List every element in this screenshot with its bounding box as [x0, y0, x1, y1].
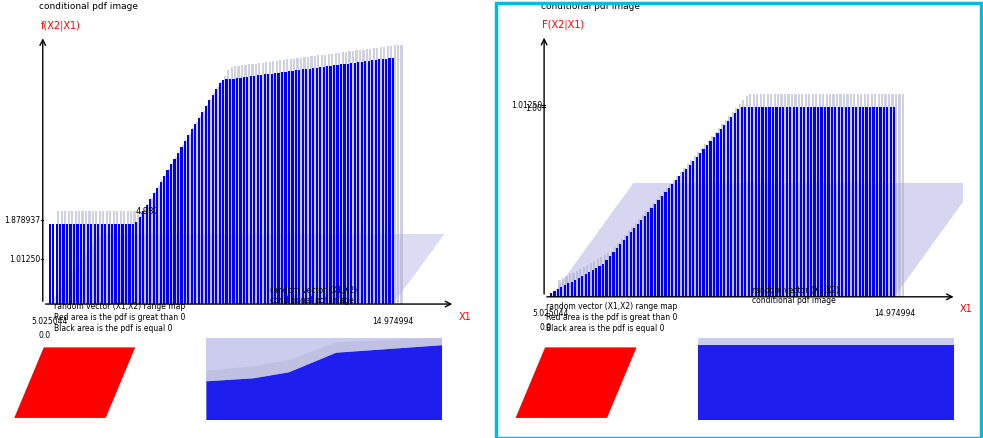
Bar	[600, 258, 603, 297]
Bar	[356, 51, 358, 304]
Bar	[113, 211, 115, 304]
Bar	[361, 63, 363, 304]
Bar	[606, 260, 607, 297]
Bar	[726, 121, 729, 297]
Bar	[129, 224, 131, 304]
Bar	[798, 95, 800, 297]
Bar	[681, 173, 684, 297]
Bar	[302, 70, 304, 304]
Bar	[227, 71, 229, 304]
Text: 0.0: 0.0	[38, 331, 50, 339]
Polygon shape	[551, 184, 977, 297]
Bar	[687, 164, 689, 297]
Bar	[846, 95, 848, 297]
Bar	[819, 95, 821, 297]
Bar	[637, 225, 639, 297]
Bar	[102, 211, 104, 304]
Bar	[385, 60, 387, 304]
Bar	[186, 140, 188, 304]
Bar	[692, 161, 694, 297]
Bar	[348, 52, 351, 304]
Bar	[68, 211, 70, 304]
Bar	[742, 101, 744, 297]
Bar	[152, 194, 154, 304]
Bar	[857, 95, 859, 297]
Bar	[400, 46, 403, 304]
Bar	[737, 110, 739, 297]
Bar	[286, 60, 288, 304]
Bar	[311, 57, 313, 304]
Bar	[815, 95, 817, 297]
Bar	[831, 108, 833, 297]
Text: random vector (X1,X2)
conditional pdf image: random vector (X1,X2) conditional pdf im…	[39, 0, 143, 11]
Bar	[740, 108, 743, 297]
Bar	[159, 182, 162, 304]
Bar	[90, 224, 92, 304]
Bar	[713, 138, 715, 297]
Bar	[250, 77, 252, 304]
Bar	[236, 79, 238, 304]
Bar	[298, 71, 301, 304]
Bar	[696, 157, 698, 297]
Bar	[305, 70, 308, 304]
Polygon shape	[50, 234, 444, 304]
Bar	[844, 108, 847, 297]
Bar	[314, 57, 316, 304]
Bar	[80, 224, 82, 304]
Bar	[659, 196, 662, 297]
Bar	[196, 123, 198, 304]
Bar	[779, 108, 781, 297]
Bar	[55, 224, 58, 304]
Text: 0.0: 0.0	[540, 323, 551, 332]
Bar	[756, 95, 758, 297]
Bar	[304, 58, 306, 304]
Bar	[880, 108, 882, 297]
Bar	[689, 165, 691, 297]
Bar	[898, 95, 900, 297]
Bar	[828, 108, 830, 297]
Bar	[195, 124, 197, 304]
Bar	[91, 211, 94, 304]
Bar	[247, 78, 249, 304]
Bar	[890, 108, 892, 297]
Text: 14.974994: 14.974994	[874, 308, 915, 318]
Bar	[211, 95, 213, 304]
Bar	[593, 261, 596, 297]
Text: 14.974994: 14.974994	[373, 316, 414, 325]
Bar	[189, 134, 191, 304]
Bar	[209, 100, 212, 304]
Text: f(X2|X1): f(X2|X1)	[41, 20, 81, 31]
Bar	[744, 108, 746, 297]
Bar	[84, 224, 86, 304]
Text: 1.00: 1.00	[525, 103, 542, 112]
Bar	[772, 108, 774, 297]
Bar	[229, 80, 231, 304]
Bar	[147, 204, 149, 304]
Bar	[588, 272, 590, 297]
Bar	[853, 95, 855, 297]
Bar	[254, 77, 256, 304]
Bar	[867, 95, 869, 297]
Text: Black area is the pdf is equal 0: Black area is the pdf is equal 0	[546, 324, 665, 333]
Bar	[366, 50, 368, 304]
Bar	[350, 64, 353, 304]
Bar	[829, 95, 832, 297]
Bar	[120, 211, 122, 304]
Bar	[372, 61, 374, 304]
Bar	[892, 95, 894, 297]
Bar	[894, 108, 896, 297]
Bar	[259, 64, 260, 304]
Bar	[735, 109, 737, 297]
Bar	[841, 108, 843, 297]
Bar	[188, 136, 190, 304]
Bar	[864, 95, 866, 297]
Bar	[851, 108, 854, 297]
Bar	[168, 169, 170, 304]
Bar	[699, 153, 701, 297]
Bar	[901, 95, 904, 297]
Bar	[574, 280, 576, 297]
Bar	[166, 171, 169, 304]
Bar	[172, 163, 174, 304]
Bar	[553, 291, 555, 297]
Bar	[239, 78, 242, 304]
